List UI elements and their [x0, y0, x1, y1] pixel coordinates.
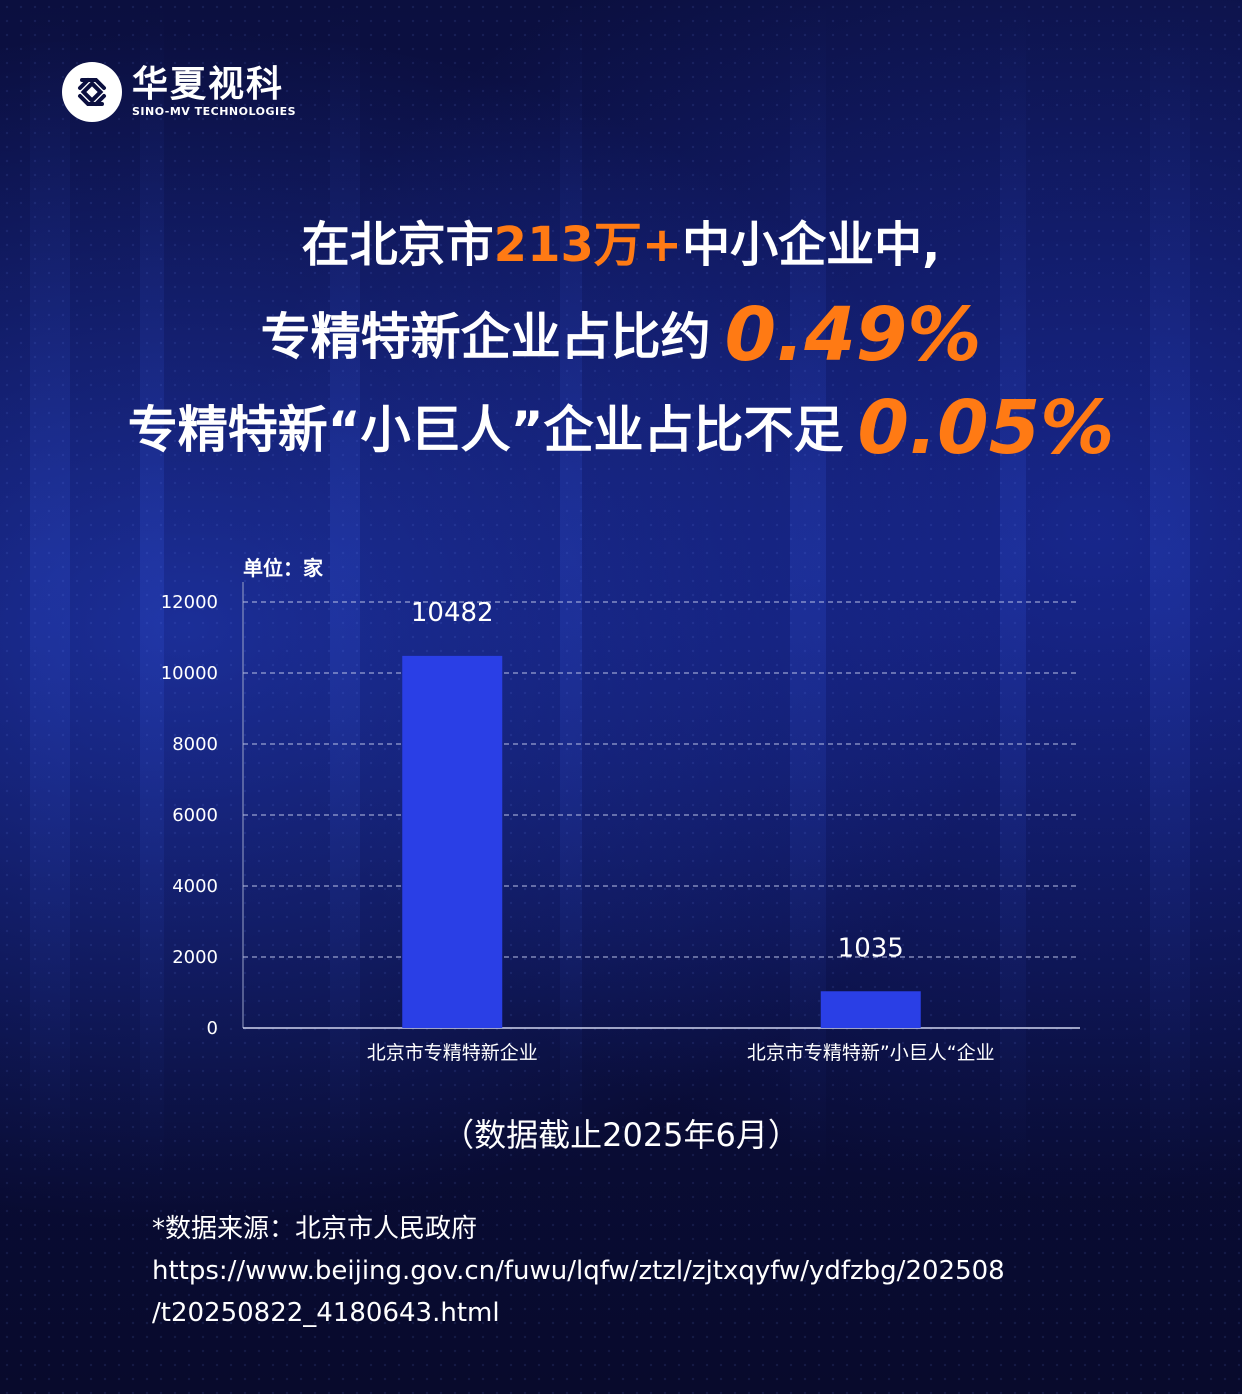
logo-icon	[62, 62, 122, 122]
chart-unit-label: 单位：家	[243, 556, 324, 580]
headline-line-1: 在北京市213万+中小企业中,	[0, 205, 1242, 275]
headline-line-2-text: 专精特新企业占比约	[260, 308, 711, 366]
bar-chart: 单位：家 0 2000 4000 6000 8000 10000 12000 10482 北京市…	[161, 556, 1080, 1064]
x-category-label: 北京市专精特新”小巨人“企业	[747, 1042, 995, 1064]
bar-value-label: 1035	[838, 933, 904, 963]
headline-line-1-suffix: 中小企业中,	[682, 217, 941, 273]
headline-line-2: 专精特新企业占比约 0.49%	[0, 292, 1242, 378]
brand-logo: 华夏视科 SINO-MV TECHNOLOGIES	[60, 60, 296, 124]
y-tick-label: 4000	[172, 876, 218, 897]
y-tick-label: 10000	[161, 663, 218, 684]
headline-line-3-text: 专精特新“小巨人”企业占比不足	[127, 401, 844, 459]
headline-line-2-value: 0.49%	[724, 292, 982, 378]
headline-line-3-value: 0.05%	[857, 385, 1115, 471]
x-category-label: 北京市专精特新企业	[367, 1042, 538, 1064]
source-url-line-1[interactable]: https://www.beijing.gov.cn/fuwu/lqfw/ztz…	[152, 1256, 1005, 1286]
source-url-line-2[interactable]: /t20250822_4180643.html	[152, 1298, 500, 1328]
y-tick-label: 2000	[172, 947, 218, 968]
headline-line-3: 专精特新“小巨人”企业占比不足 0.05%	[0, 385, 1242, 471]
data-cutoff-note: （数据截止2025年6月）	[442, 1116, 800, 1154]
source-label: *数据来源：北京市人民政府	[152, 1214, 478, 1244]
y-tick-label: 8000	[172, 734, 218, 755]
bar	[402, 655, 503, 1028]
data-source: *数据来源：北京市人民政府 https://www.beijing.gov.cn…	[152, 1208, 1005, 1334]
brand-name-cn: 华夏视科	[132, 64, 285, 105]
headline-line-1-highlight: 213万+	[493, 217, 683, 273]
headline-line-1-prefix: 在北京市	[301, 217, 494, 273]
bar	[820, 991, 921, 1028]
y-tick-label: 6000	[172, 805, 218, 826]
bar-value-label: 10482	[411, 598, 494, 628]
brand-name-en: SINO-MV TECHNOLOGIES	[132, 105, 297, 118]
y-tick-label: 0	[207, 1018, 218, 1039]
y-tick-label: 12000	[161, 592, 218, 613]
